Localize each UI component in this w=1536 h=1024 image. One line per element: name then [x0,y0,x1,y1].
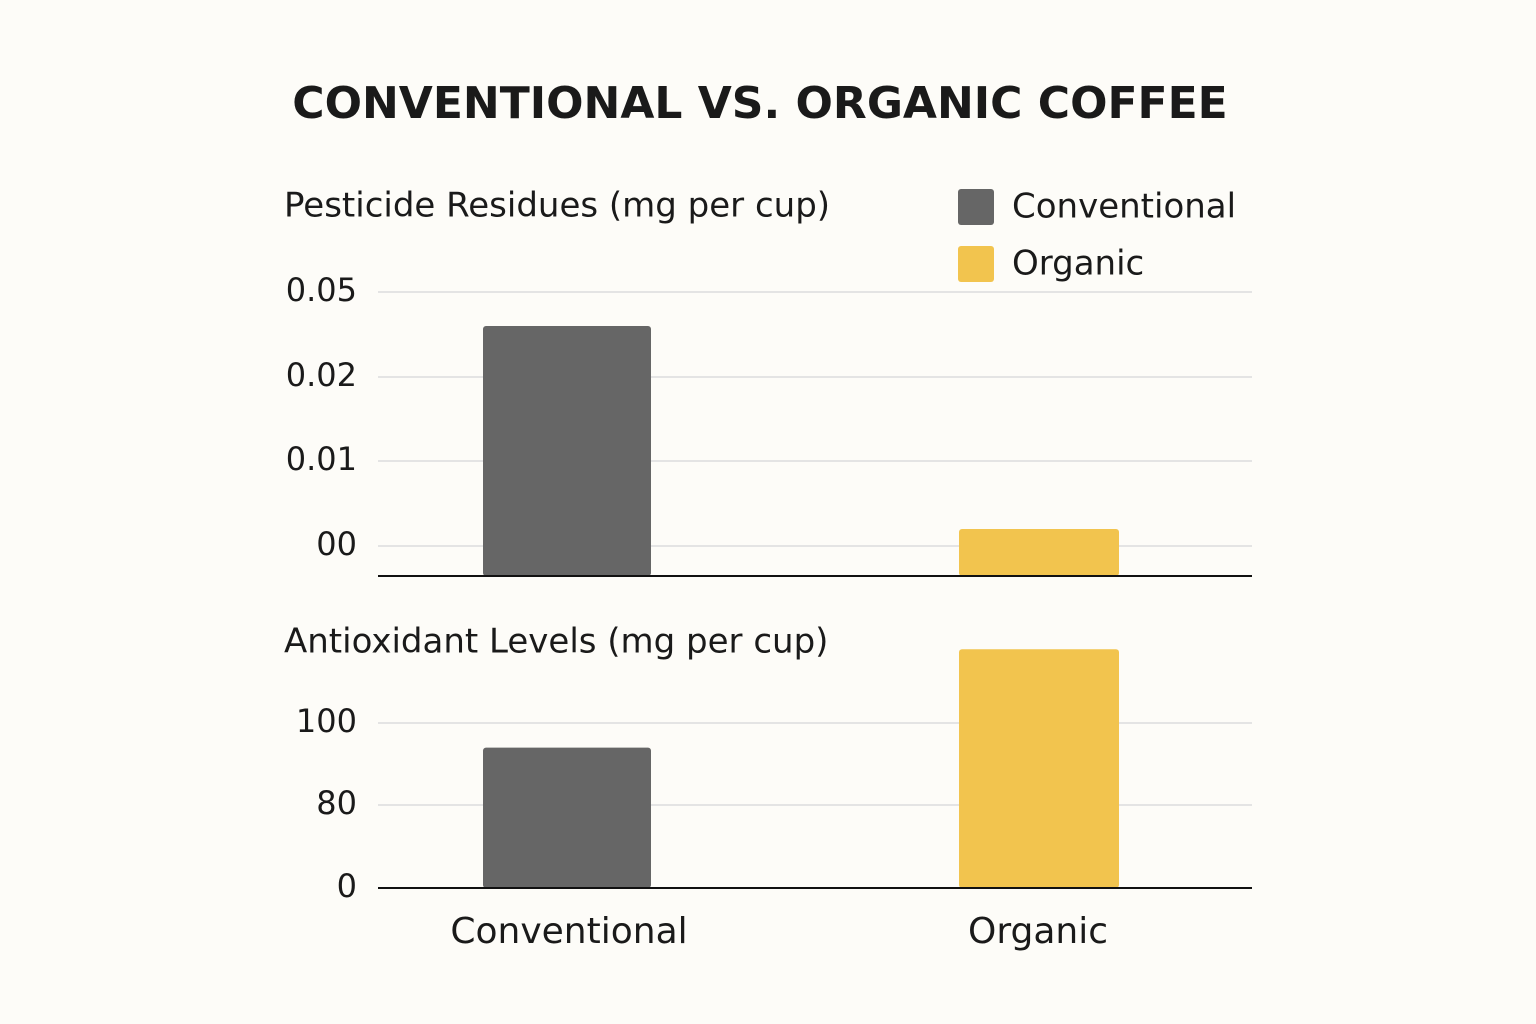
bar [959,649,1119,888]
subtitle: Pesticide Residues (mg per cup) [284,186,830,226]
x-tick-label: Conventional [450,911,687,952]
y-tick-label: 0.01 [286,440,357,478]
subtitle: Antioxidant Levels (mg per cup) [284,622,828,662]
legend-label: Conventional [1012,187,1236,227]
y-tick-label: 0.05 [286,271,357,309]
y-tick-label: 0 [337,867,357,905]
y-tick-label: 80 [316,784,357,822]
legend-swatch [958,246,994,282]
bar [483,326,651,576]
y-tick-label: 00 [316,525,357,563]
y-tick-label: 100 [296,702,357,740]
y-tick-label: 0.02 [286,356,357,394]
x-tick-label: Organic [968,911,1108,952]
legend-swatch [958,189,994,225]
bar [959,529,1119,576]
bar [483,747,651,888]
legend-label: Organic [1012,244,1144,284]
chart-title: CONVENTIONAL VS. ORGANIC COFFEE [292,78,1227,129]
